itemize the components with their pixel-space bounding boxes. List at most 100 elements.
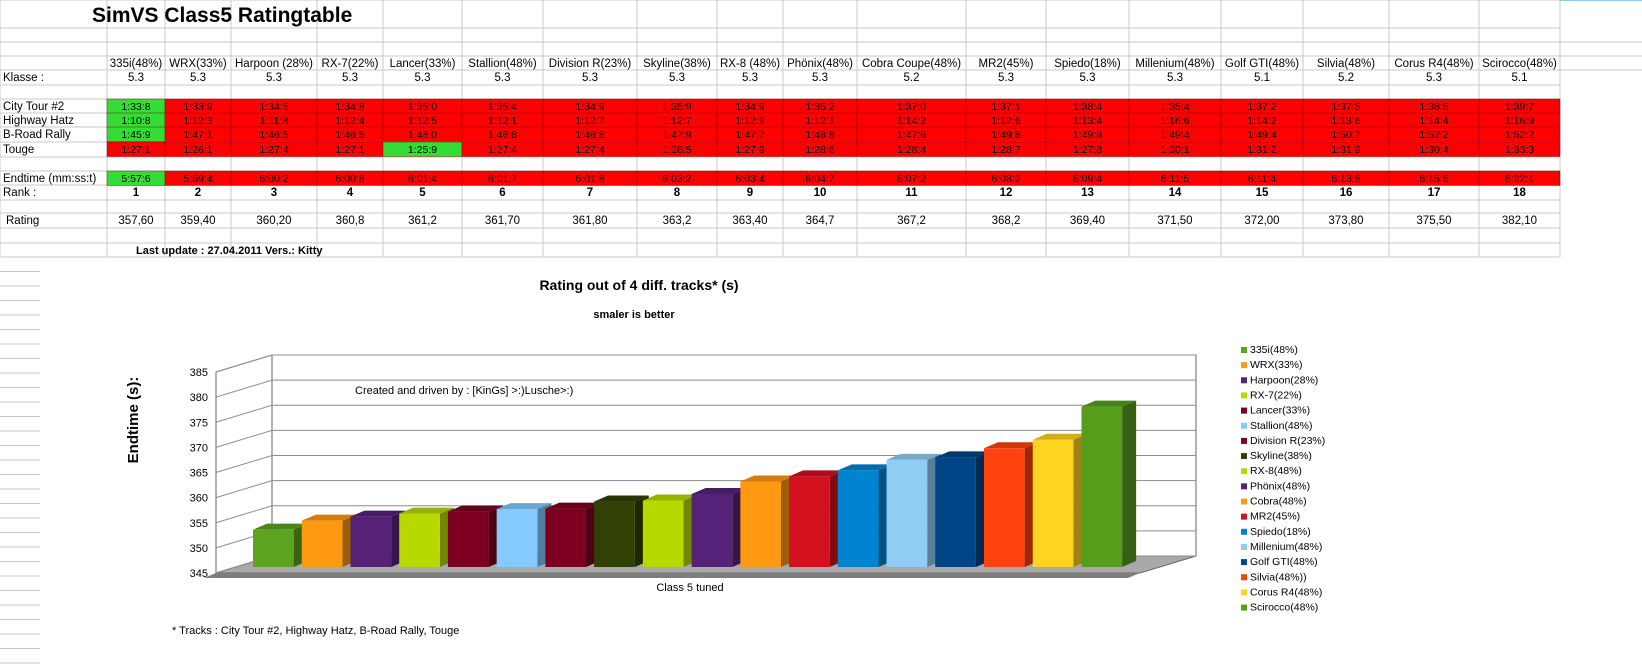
endtime-value: 6:11:5 — [1161, 173, 1190, 185]
last-update: Last update : 27.04.2011 Vers.: Kitty — [136, 245, 323, 257]
track-time-cell: 1:10:8 — [121, 115, 150, 127]
y-tick-label: 345 — [190, 568, 208, 580]
track-time-cell: 1:31:9 — [1331, 144, 1360, 156]
legend-swatch — [1241, 589, 1247, 596]
legend-entry: Silvia(48%)) — [1250, 571, 1307, 583]
y-tick-label: 375 — [190, 417, 208, 429]
bar — [837, 464, 893, 567]
klasse-cell: 5.3 — [342, 72, 358, 84]
bar-top — [301, 514, 357, 521]
legend-entry: RX-7(22%) — [1250, 389, 1302, 401]
endtime-value: 5:59:4 — [183, 173, 212, 185]
klasse-cell: 5.2 — [904, 72, 920, 84]
track-time-cell: 1:46:8 — [575, 129, 604, 141]
legend-entry: Division R(23%) — [1250, 435, 1325, 447]
legend-entry: WRX(33%) — [1250, 359, 1303, 371]
track-time-cell: 1:52:2 — [1505, 129, 1534, 141]
track-time-cell: 1:34:9 — [575, 101, 604, 113]
bar — [253, 523, 308, 567]
car-column-header: Silvia(48%) — [1317, 58, 1375, 70]
endtime-value: 6:09:4 — [1073, 173, 1102, 185]
bar — [642, 494, 698, 567]
track-time-cell: 1:35:4 — [488, 101, 517, 113]
car-column-header: Corus R4(48%) — [1394, 58, 1473, 70]
rank-cell: 9 — [747, 187, 753, 199]
rating-cell: 367,2 — [897, 215, 926, 227]
track-time-cell: 1:37:1 — [991, 101, 1020, 113]
track-label: City Tour #2 — [3, 101, 64, 113]
chart-annotation: Created and driven by : [KinGs] >:)Lusch… — [355, 385, 573, 397]
bar-top — [253, 523, 308, 530]
bar-front — [691, 494, 733, 567]
rank-label: Rank : — [3, 187, 36, 199]
bar-front — [1032, 439, 1074, 567]
track-time-cell: 1:33:9 — [183, 101, 212, 113]
car-column-header: Scirocco(48%) — [1482, 58, 1557, 70]
track-label: Highway Hatz — [3, 115, 74, 127]
rating-cell: 360,8 — [336, 215, 365, 227]
y-tick-label: 385 — [190, 367, 208, 379]
legend-swatch — [1241, 574, 1247, 581]
bar — [399, 507, 454, 567]
bar-top — [642, 494, 698, 501]
rating-cell: 360,20 — [256, 215, 291, 227]
y-axis-title: Endtime (s): — [125, 377, 142, 464]
bar-front — [594, 501, 635, 567]
klasse-cell: 5.3 — [742, 72, 758, 84]
car-column-header: Stallion(48%) — [468, 58, 537, 70]
track-time-cell: 1:46:8 — [488, 129, 517, 141]
bar-front — [1081, 406, 1123, 567]
y-tick-label: 355 — [190, 518, 208, 530]
klasse-cell: 5.3 — [415, 72, 431, 84]
track-time-cell: 1:34:5 — [259, 101, 288, 113]
track-time-cell: 1:12:6 — [991, 115, 1020, 127]
car-column-header: RX-7(22%) — [322, 58, 379, 70]
track-time-cell: 1:46:5 — [335, 129, 364, 141]
endtime-value: 6:22:1 — [1505, 173, 1534, 185]
chart-floor-edge — [204, 573, 1140, 578]
car-column-header: Golf GTI(48%) — [1225, 58, 1299, 70]
track-time-cell: 1:35:0 — [408, 101, 437, 113]
bar — [740, 475, 795, 567]
track-time-cell: 1:14:4 — [1419, 115, 1448, 127]
rating-cell: 368,2 — [992, 215, 1021, 227]
track-time-cell: 1:47:6 — [897, 129, 926, 141]
endtime-value: 6:03:4 — [735, 173, 764, 185]
track-time-cell: 1:49:8 — [991, 129, 1020, 141]
rank-cell: 1 — [133, 187, 140, 199]
rating-cell: 372,00 — [1244, 215, 1279, 227]
track-time-cell: 1:27:1 — [335, 144, 364, 156]
klasse-label: Klasse : — [3, 72, 44, 84]
rating-cell: 375,50 — [1416, 215, 1451, 227]
klasse-cell: 5.3 — [1426, 72, 1442, 84]
bar — [545, 502, 601, 567]
track-time-cell: 1:35:9 — [662, 101, 691, 113]
legend-entry: Spiedo(18%) — [1250, 526, 1311, 538]
track-time-cell: 1:13:6 — [1331, 115, 1360, 127]
rating-cell: 361,2 — [408, 215, 437, 227]
bar-top — [350, 510, 406, 517]
rating-cell: 369,40 — [1070, 215, 1105, 227]
track-time-cell: 1:26:5 — [662, 144, 691, 156]
track-time-cell: 1:48:0 — [408, 129, 437, 141]
y-gridline — [215, 429, 1196, 448]
legend-swatch — [1241, 407, 1247, 414]
rank-cell: 17 — [1428, 187, 1441, 199]
car-column-header: RX-8 (48%) — [720, 58, 780, 70]
track-time-cell: 1:28:4 — [897, 144, 926, 156]
rank-cell: 14 — [1169, 187, 1182, 199]
legend-entry: MR2(45%) — [1250, 511, 1300, 523]
rank-cell: 3 — [271, 187, 277, 199]
car-column-header: MR2(45%) — [979, 58, 1034, 70]
bar-top — [545, 502, 601, 509]
track-time-cell: 1:33:3 — [1505, 144, 1534, 156]
track-time-cell: 1:28:6 — [805, 144, 834, 156]
rank-cell: 10 — [814, 187, 827, 199]
legend-swatch — [1241, 604, 1247, 611]
bar-top — [837, 464, 893, 471]
bar — [1081, 400, 1137, 567]
track-time-cell: 1:27:4 — [488, 144, 517, 156]
endtime-value: 5:57:6 — [121, 173, 150, 185]
track-time-cell: 1:35:2 — [805, 101, 834, 113]
